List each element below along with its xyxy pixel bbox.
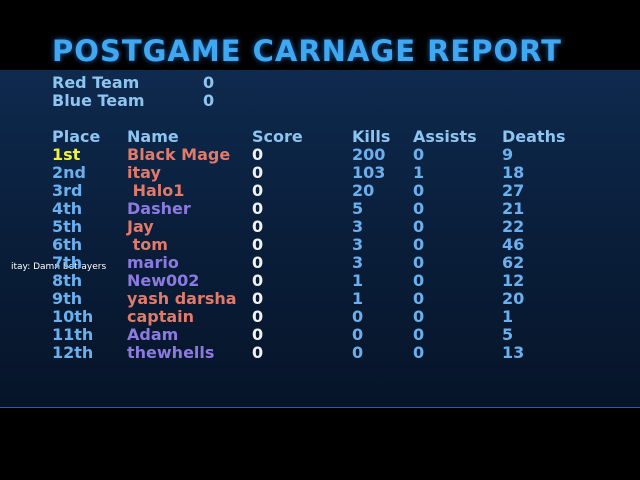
assists: 0 — [413, 181, 425, 200]
assists: 0 — [413, 289, 425, 308]
score: 0 — [252, 145, 264, 164]
player-name: New002 — [127, 271, 200, 290]
player-name: itay — [127, 163, 161, 182]
place-header: Place — [52, 127, 101, 146]
kills: 20 — [352, 181, 375, 200]
assists: 0 — [413, 217, 425, 236]
assists: 0 — [413, 199, 425, 218]
kills: 5 — [352, 199, 364, 218]
score: 0 — [252, 343, 264, 362]
score: 0 — [252, 271, 264, 290]
assists: 0 — [413, 307, 425, 326]
title: POSTGAME CARNAGE REPORT — [52, 34, 562, 68]
kills-header: Kills — [352, 127, 391, 146]
score: 0 — [252, 217, 264, 236]
kills: 103 — [352, 163, 386, 182]
kills: 3 — [352, 235, 364, 254]
deaths: 18 — [502, 163, 525, 182]
kills: 3 — [352, 217, 364, 236]
score: 0 — [252, 253, 264, 272]
kills: 1 — [352, 271, 364, 290]
player-name: Dasher — [127, 199, 191, 218]
player-name: tom — [127, 235, 168, 254]
score: 0 — [252, 199, 264, 218]
report-panel — [0, 70, 640, 408]
assists: 0 — [413, 145, 425, 164]
player-name: Jay — [127, 217, 154, 236]
score: 0 — [252, 235, 264, 254]
place: 11th — [52, 325, 94, 344]
team-score: 0 — [203, 73, 215, 92]
player-name: Adam — [127, 325, 179, 344]
deaths: 5 — [502, 325, 514, 344]
player-name: captain — [127, 307, 195, 326]
deaths: 21 — [502, 199, 525, 218]
kills: 1 — [352, 289, 364, 308]
place: 1st — [52, 145, 81, 164]
player-name: Black Mage — [127, 145, 231, 164]
deaths: 1 — [502, 307, 514, 326]
assists: 0 — [413, 325, 425, 344]
place: 10th — [52, 307, 94, 326]
place: 3rd — [52, 181, 83, 200]
player-name: mario — [127, 253, 179, 272]
score: 0 — [252, 307, 264, 326]
team-name: Red Team — [52, 73, 140, 92]
deaths: 62 — [502, 253, 525, 272]
assists: 0 — [413, 253, 425, 272]
place: 7th — [52, 253, 83, 272]
assists-header: Assists — [413, 127, 477, 146]
assists: 0 — [413, 343, 425, 362]
place: 4th — [52, 199, 83, 218]
kills: 0 — [352, 307, 364, 326]
assists: 1 — [413, 163, 425, 182]
place: 8th — [52, 271, 83, 290]
chat-message: itay: Damn betrayers — [11, 262, 107, 272]
place: 12th — [52, 343, 94, 362]
place: 6th — [52, 235, 83, 254]
deaths: 27 — [502, 181, 525, 200]
score: 0 — [252, 289, 264, 308]
player-name: yash darsha — [127, 289, 237, 308]
deaths: 12 — [502, 271, 525, 290]
deaths: 22 — [502, 217, 525, 236]
player-name: thewhells — [127, 343, 215, 362]
player-name: Halo1 — [127, 181, 185, 200]
team-score: 0 — [203, 91, 215, 110]
deaths: 9 — [502, 145, 514, 164]
deaths: 20 — [502, 289, 525, 308]
deaths-header: Deaths — [502, 127, 566, 146]
deaths: 13 — [502, 343, 525, 362]
place: 2nd — [52, 163, 86, 182]
kills: 0 — [352, 343, 364, 362]
score: 0 — [252, 325, 264, 344]
team-name: Blue Team — [52, 91, 145, 110]
place: 9th — [52, 289, 83, 308]
assists: 0 — [413, 235, 425, 254]
score: 0 — [252, 181, 264, 200]
deaths: 46 — [502, 235, 525, 254]
score-header: Score — [252, 127, 303, 146]
score: 0 — [252, 163, 264, 182]
name-header: Name — [127, 127, 179, 146]
place: 5th — [52, 217, 83, 236]
assists: 0 — [413, 271, 425, 290]
kills: 200 — [352, 145, 386, 164]
kills: 0 — [352, 325, 364, 344]
kills: 3 — [352, 253, 364, 272]
